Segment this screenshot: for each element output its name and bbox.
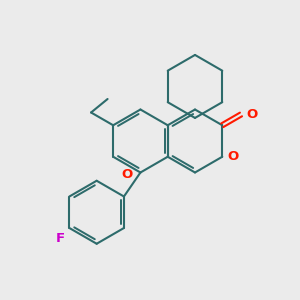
Text: O: O (228, 150, 239, 163)
Text: O: O (122, 167, 133, 181)
Text: O: O (246, 108, 258, 121)
Text: F: F (56, 232, 65, 244)
